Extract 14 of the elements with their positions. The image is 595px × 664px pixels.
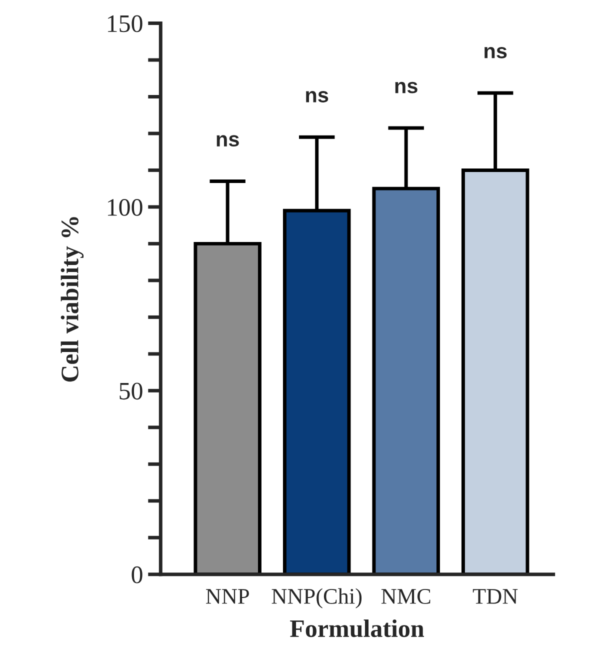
- y-axis-title: Cell viability %: [60, 217, 84, 382]
- annotation: ns: [216, 135, 239, 147]
- y-tick-label: 50: [120, 382, 142, 400]
- y-tick-label: 0: [132, 566, 142, 584]
- annotation: ns: [484, 46, 507, 58]
- x-tick-label: NNP(Chi): [272, 588, 362, 608]
- x-axis-title: Formulation: [290, 620, 424, 638]
- x-tick-label: TDN: [472, 589, 518, 604]
- x-tick-label: NNP: [206, 589, 249, 604]
- x-tick-label: NMC: [381, 588, 430, 604]
- annotation: ns: [306, 91, 328, 102]
- y-tick-label: 150: [108, 15, 142, 32]
- annotation: ns: [395, 82, 418, 94]
- y-tick-label: 100: [108, 198, 142, 216]
